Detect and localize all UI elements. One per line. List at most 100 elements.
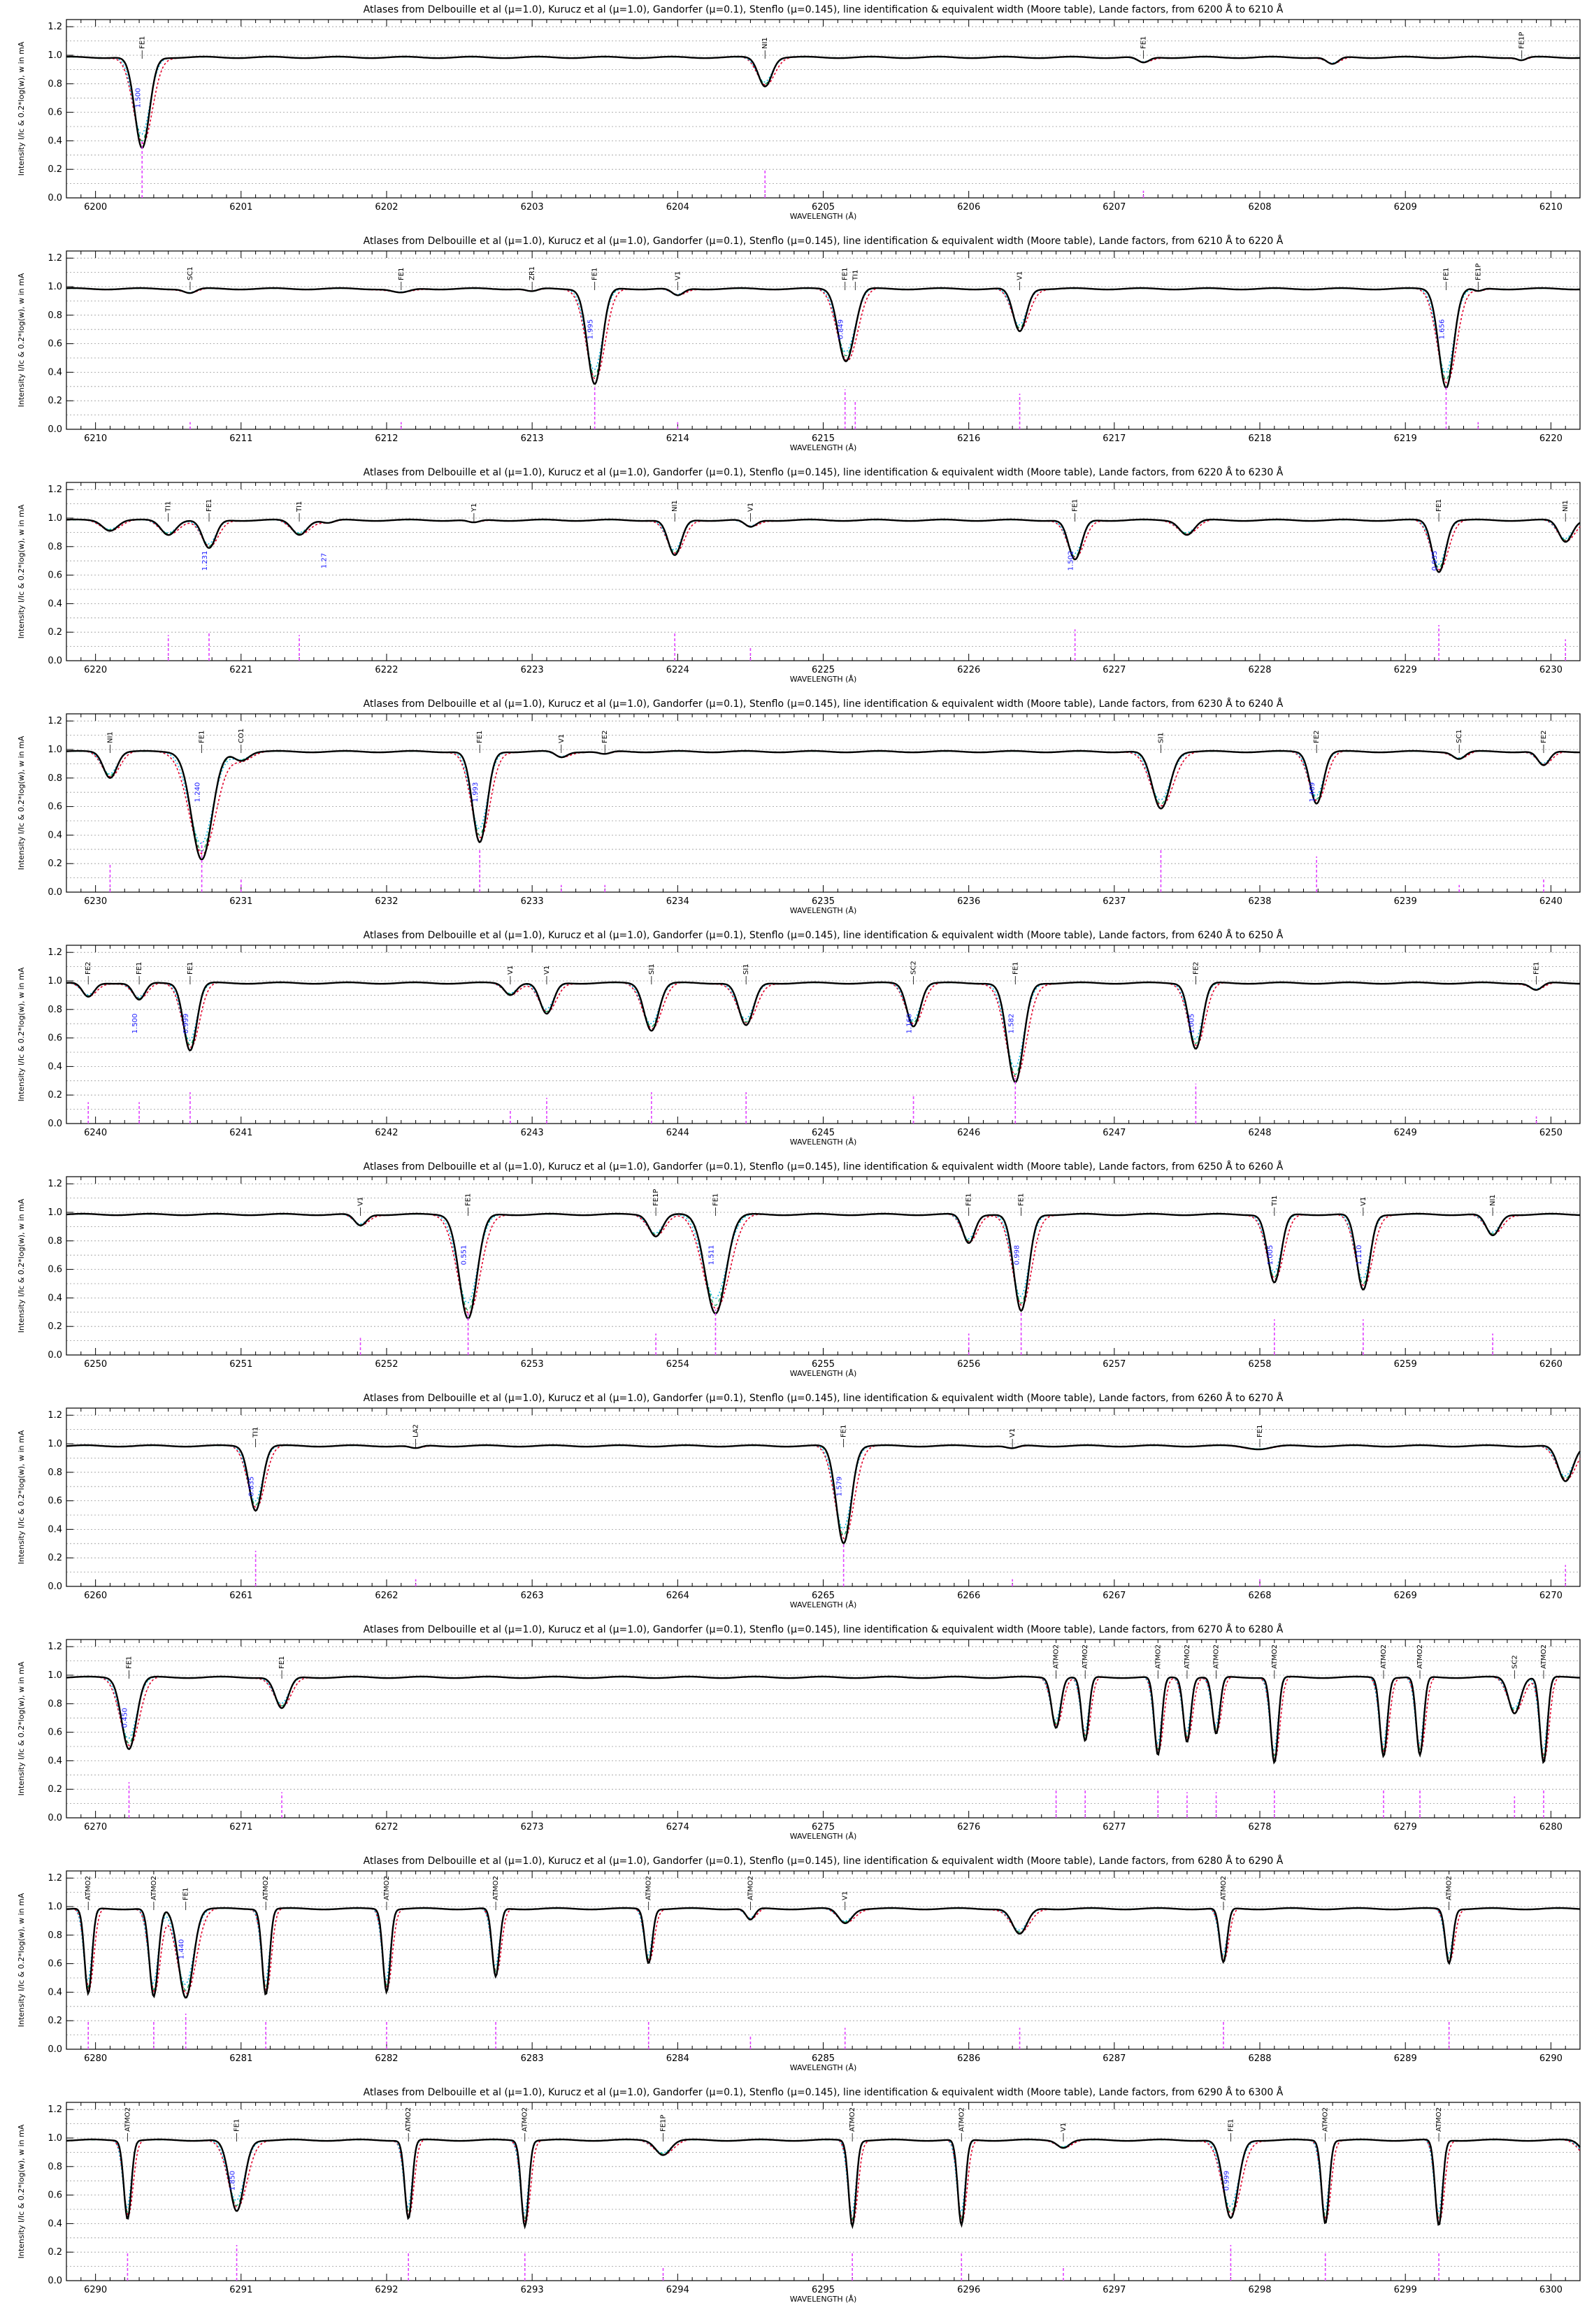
line-id-label: FE1	[278, 1656, 286, 1669]
x-tick-label: 6250	[1539, 1128, 1563, 1138]
chart-panel-0: Atlases from Delbouille et al (μ=1.0), K…	[17, 3, 1581, 221]
line-id-label: V1	[1060, 2123, 1068, 2132]
line-id-label: FE1	[199, 731, 206, 743]
x-axis-label: WAVELENGTH (Å)	[790, 1138, 857, 1147]
x-axis-label: WAVELENGTH (Å)	[790, 906, 857, 915]
line-id-label: FE1	[1012, 962, 1019, 975]
line-id-label: FE1	[136, 962, 143, 975]
x-tick-label: 6209	[1394, 202, 1417, 213]
plot-frame	[66, 19, 1581, 199]
y-tick-label: 0.0	[48, 1119, 62, 1129]
lande-factor-label: 1.231	[201, 551, 209, 571]
x-axis-label: WAVELENGTH (Å)	[790, 2063, 857, 2072]
x-tick-label: 6224	[666, 665, 689, 675]
x-tick-label: 6242	[375, 1128, 398, 1138]
x-tick-label: 6207	[1103, 202, 1126, 213]
line-id-label: ATMO2	[1213, 1644, 1221, 1669]
y-axis-label: Intensity I/Ic & 0.2*log(w), w in mA	[17, 1198, 26, 1333]
lande-factor-label: 1.240	[194, 782, 202, 803]
plot-frame	[66, 482, 1581, 661]
line-id-label: ATMO2	[1446, 1876, 1453, 1900]
lande-factor-label: 1.656	[1438, 320, 1446, 340]
line-id-label: TI1	[852, 270, 859, 281]
line-id-label: FE1	[965, 1193, 973, 1206]
x-tick-label: 6239	[1394, 896, 1417, 907]
y-tick-label: 0.0	[48, 193, 62, 203]
x-tick-label: 6223	[521, 665, 544, 675]
x-tick-label: 6236	[957, 896, 980, 907]
x-tick-label: 6260	[1539, 1359, 1563, 1370]
x-tick-label: 6227	[1103, 665, 1126, 675]
x-tick-label: 6249	[1394, 1128, 1417, 1138]
kurucz-spectrum	[66, 982, 1581, 1078]
lande-factor-label: 0.935	[1431, 551, 1439, 571]
x-tick-label: 6208	[1248, 202, 1271, 213]
x-tick-label: 6202	[375, 202, 398, 213]
y-axis-label: Intensity I/Ic & 0.2*log(w), w in mA	[17, 2124, 26, 2258]
gandorfer-spectrum	[66, 1214, 1580, 1311]
x-tick-label: 6282	[375, 2053, 398, 2064]
x-tick-label: 6274	[666, 1822, 689, 1832]
x-tick-label: 6270	[1539, 1591, 1563, 1601]
line-id-label: V1	[747, 503, 754, 512]
line-id-label: ATMO2	[150, 1876, 158, 1900]
chart-title: Atlases from Delbouille et al (μ=1.0), K…	[364, 1623, 1284, 1635]
line-id-label: V1	[507, 966, 515, 975]
y-tick-label: 0.4	[48, 1061, 62, 1072]
x-tick-label: 6270	[84, 1822, 107, 1832]
x-tick-label: 6240	[84, 1128, 107, 1138]
chart-title: Atlases from Delbouille et al (μ=1.0), K…	[364, 466, 1284, 478]
x-tick-label: 6233	[521, 896, 544, 907]
x-tick-label: 6246	[957, 1128, 980, 1138]
x-tick-label: 6221	[229, 665, 252, 675]
line-id-label: FE2	[1540, 731, 1548, 743]
x-tick-label: 6218	[1248, 433, 1271, 444]
y-tick-label: 0.4	[48, 1524, 62, 1535]
x-tick-label: 6279	[1394, 1822, 1417, 1832]
chart-title: Atlases from Delbouille et al (μ=1.0), K…	[364, 929, 1284, 941]
plot-frame	[66, 1870, 1581, 2050]
y-tick-label: 0.2	[48, 396, 62, 406]
line-id-label: FE1P	[1474, 264, 1482, 280]
y-tick-label: 0.0	[48, 1813, 62, 1823]
x-tick-label: 6261	[229, 1591, 252, 1601]
x-tick-label: 6240	[1539, 896, 1563, 907]
line-id-label: ATMO2	[1271, 1644, 1279, 1669]
gandorfer-spectrum	[66, 519, 1581, 568]
x-tick-label: 6234	[666, 896, 689, 907]
line-id-label: FE1	[182, 1888, 190, 1900]
lande-factor-label: 1.850	[229, 2171, 237, 2191]
line-id-label: Y1	[471, 503, 478, 512]
x-tick-label: 6272	[375, 1822, 398, 1832]
y-tick-label: 1.0	[48, 50, 62, 61]
plot-frame	[66, 1639, 1581, 1819]
y-axis-label: Intensity I/Ic & 0.2*log(w), w in mA	[17, 41, 26, 175]
x-tick-label: 6247	[1103, 1128, 1126, 1138]
y-tick-label: 0.0	[48, 2044, 62, 2055]
y-tick-label: 1.2	[48, 485, 62, 495]
lande-factor-label: 1.005	[1267, 1245, 1275, 1265]
x-tick-label: 6226	[957, 665, 980, 675]
x-tick-label: 6228	[1248, 665, 1271, 675]
line-id-label: FE2	[601, 731, 609, 743]
y-tick-label: 1.2	[48, 1410, 62, 1421]
y-tick-label: 0.6	[48, 802, 62, 812]
line-id-label: ATMO2	[405, 2107, 412, 2132]
x-tick-label: 6231	[229, 896, 252, 907]
line-id-label: ATMO2	[1082, 1644, 1089, 1669]
x-tick-label: 6268	[1248, 1591, 1271, 1601]
x-tick-label: 6213	[521, 433, 544, 444]
lande-factor-label: 1.005	[1188, 1014, 1196, 1034]
x-tick-label: 6280	[84, 2053, 107, 2064]
kurucz-spectrum	[66, 1444, 1581, 1540]
lande-factor-label: 1.469	[1309, 782, 1316, 803]
x-tick-label: 6205	[812, 202, 835, 213]
line-id-label: FE1	[1018, 1193, 1026, 1206]
x-tick-label: 6277	[1103, 1822, 1126, 1832]
y-axis-label: Intensity I/Ic & 0.2*log(w), w in mA	[17, 1661, 26, 1795]
x-tick-label: 6297	[1103, 2285, 1126, 2295]
y-tick-label: 0.0	[48, 656, 62, 666]
stenflo-spectrum	[66, 1676, 1581, 1751]
x-tick-label: 6203	[521, 202, 544, 213]
plot-frame	[66, 250, 1581, 430]
